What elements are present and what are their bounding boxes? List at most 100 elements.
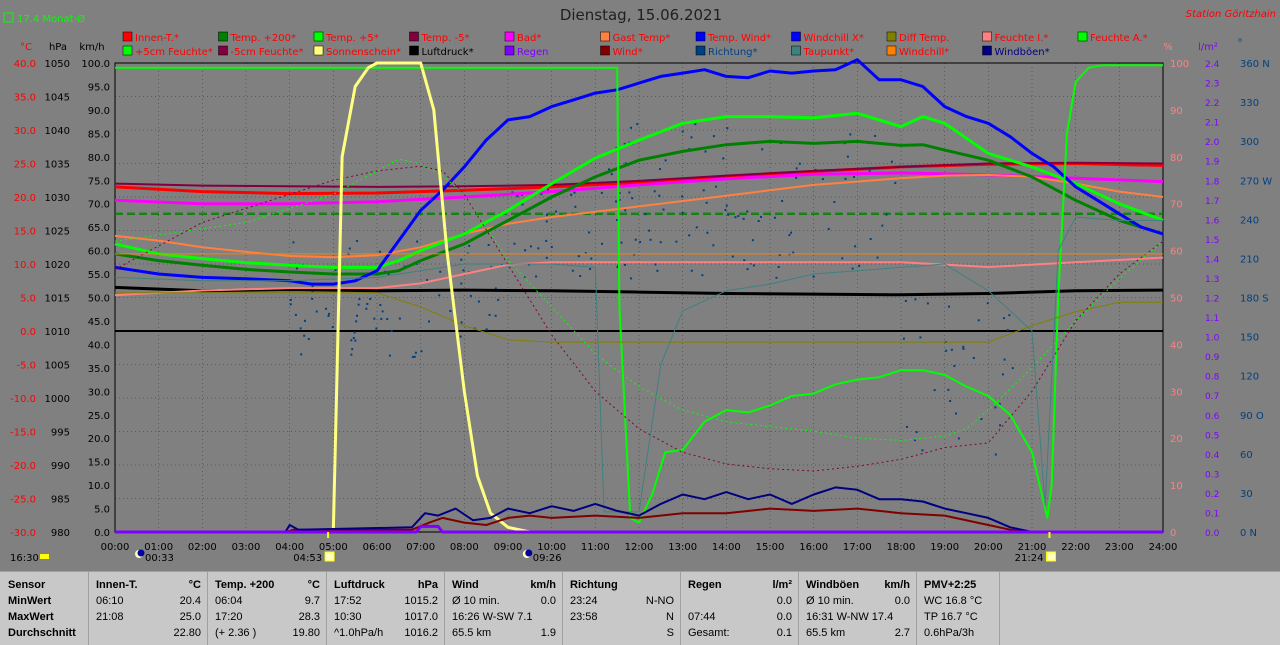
direction-point: [654, 263, 657, 266]
legend-label: Temp. Wind*: [707, 33, 771, 44]
direction-point: [629, 126, 632, 129]
direction-point: [648, 229, 651, 232]
direction-point: [631, 197, 634, 200]
footer-header-row: Sensor: [0, 577, 88, 593]
direction-point: [812, 275, 815, 278]
direction-point: [380, 317, 383, 320]
footer-header-row: Windböen km/h: [798, 577, 916, 593]
footer-row: Gesamt: 0.1: [680, 625, 798, 641]
direction-point: [477, 300, 480, 303]
x-tick: 13:00: [668, 542, 697, 553]
tick-humidity: 90: [1170, 106, 1183, 117]
legend-swatch: [791, 45, 801, 56]
direction-point: [1006, 328, 1009, 331]
direction-point: [681, 130, 684, 133]
direction-point: [494, 314, 497, 317]
footer-column: Regen l/m² 0.0 07:44 0.0 Gesamt: 0.1: [680, 572, 799, 645]
station-name: Station Göritzhain: [1186, 9, 1276, 20]
direction-point: [460, 321, 463, 324]
footer-header-row: Regen l/m²: [680, 577, 798, 593]
direction-point: [704, 150, 707, 153]
x-tick: 08:00: [450, 542, 479, 553]
direction-point: [488, 313, 491, 316]
reference-lines: [115, 212, 1163, 332]
legend-label: Richtung*: [708, 47, 758, 58]
tick-wind: 35.0: [88, 364, 110, 375]
direction-point: [706, 231, 709, 234]
tick-rain: 0.2: [1205, 490, 1219, 500]
footer-row: 65.5 km 2.7: [798, 625, 916, 641]
direction-point: [760, 215, 763, 218]
legend-swatch: [1077, 31, 1088, 42]
direction-point: [331, 326, 334, 329]
tick-pressure: 1010: [45, 327, 70, 338]
direction-point: [630, 277, 633, 280]
tick-direction: 30: [1240, 489, 1253, 500]
footer-cell-label: 65.5 km: [452, 627, 492, 639]
x-tick: 17:00: [843, 542, 872, 553]
tick-wind: 70.0: [88, 200, 110, 211]
direction-point: [449, 309, 452, 312]
footer-header-row: Wind km/h: [444, 577, 562, 593]
x-tick: 22:00: [1061, 542, 1090, 553]
direction-point: [904, 299, 907, 302]
tick-rain: 2.4: [1205, 60, 1220, 70]
direction-point: [628, 191, 631, 194]
direction-point: [854, 245, 857, 248]
legend-label: Taupunkt*: [803, 47, 855, 58]
series-line-18: [115, 524, 1163, 534]
direction-point: [950, 348, 953, 351]
direction-point: [690, 269, 693, 272]
legend-label: Wind*: [613, 47, 643, 58]
direction-point: [972, 357, 975, 360]
tick-pressure: 1030: [45, 193, 70, 204]
tick-rain: 1.3: [1205, 275, 1219, 285]
tick-temp: 40.0: [14, 59, 36, 70]
direction-point: [681, 195, 684, 198]
x-tick: 09:00: [494, 542, 523, 553]
tick-wind: 0.0: [94, 528, 110, 539]
direction-point: [369, 297, 372, 300]
footer-cell-value: 1.9: [540, 627, 556, 639]
footer-cell-value: 0.0: [894, 595, 910, 607]
tick-rain: 1.2: [1205, 295, 1219, 305]
tick-direction: 300: [1240, 137, 1259, 148]
direction-point: [494, 287, 497, 290]
direction-point: [962, 347, 965, 350]
tick-temp: -10.0: [10, 394, 36, 405]
tick-wind: 20.0: [88, 434, 110, 445]
tick-wind: 80.0: [88, 153, 110, 164]
tick-wind: 85.0: [88, 129, 110, 140]
footer-row: 22.80: [88, 625, 207, 641]
tick-wind: 60.0: [88, 247, 110, 258]
direction-point: [986, 302, 989, 305]
legend-label: Temp. -5*: [421, 33, 470, 44]
direction-point: [999, 424, 1002, 427]
direction-point: [426, 279, 429, 282]
direction-point: [590, 257, 593, 260]
direction-point: [420, 350, 423, 353]
direction-point: [905, 425, 908, 428]
footer-column: Windböen km/h Ø 10 min. 0.0 16:31 W-NW 17.4 6…: [798, 572, 917, 645]
footer-cell-label: Regen: [688, 579, 722, 591]
marker-time: 16:30: [10, 553, 39, 564]
footer-cell-value: °C: [307, 579, 320, 591]
axis-label-humidity: %: [1163, 42, 1173, 53]
footer-cell-value: 25.0: [179, 611, 201, 623]
tick-temp: 5.0: [20, 294, 36, 305]
footer-cell-value: 28.3: [298, 611, 320, 623]
direction-point: [853, 175, 856, 178]
marker-time: 00:33: [145, 553, 174, 564]
direction-point: [584, 252, 587, 255]
direction-point: [980, 418, 983, 421]
direction-point: [851, 267, 854, 270]
direction-point: [607, 168, 610, 171]
chart-legend: Innen-T.* Temp. +200* Temp. +5* Temp. -5* Ba…: [122, 31, 1148, 58]
tick-rain: 1.7: [1205, 197, 1219, 207]
x-tick: 18:00: [887, 542, 916, 553]
footer-header-row: Innen-T. °C: [88, 577, 207, 593]
direction-point: [775, 276, 778, 279]
x-tick: 24:00: [1149, 542, 1178, 553]
direction-point: [681, 212, 684, 215]
direction-point: [540, 193, 543, 196]
